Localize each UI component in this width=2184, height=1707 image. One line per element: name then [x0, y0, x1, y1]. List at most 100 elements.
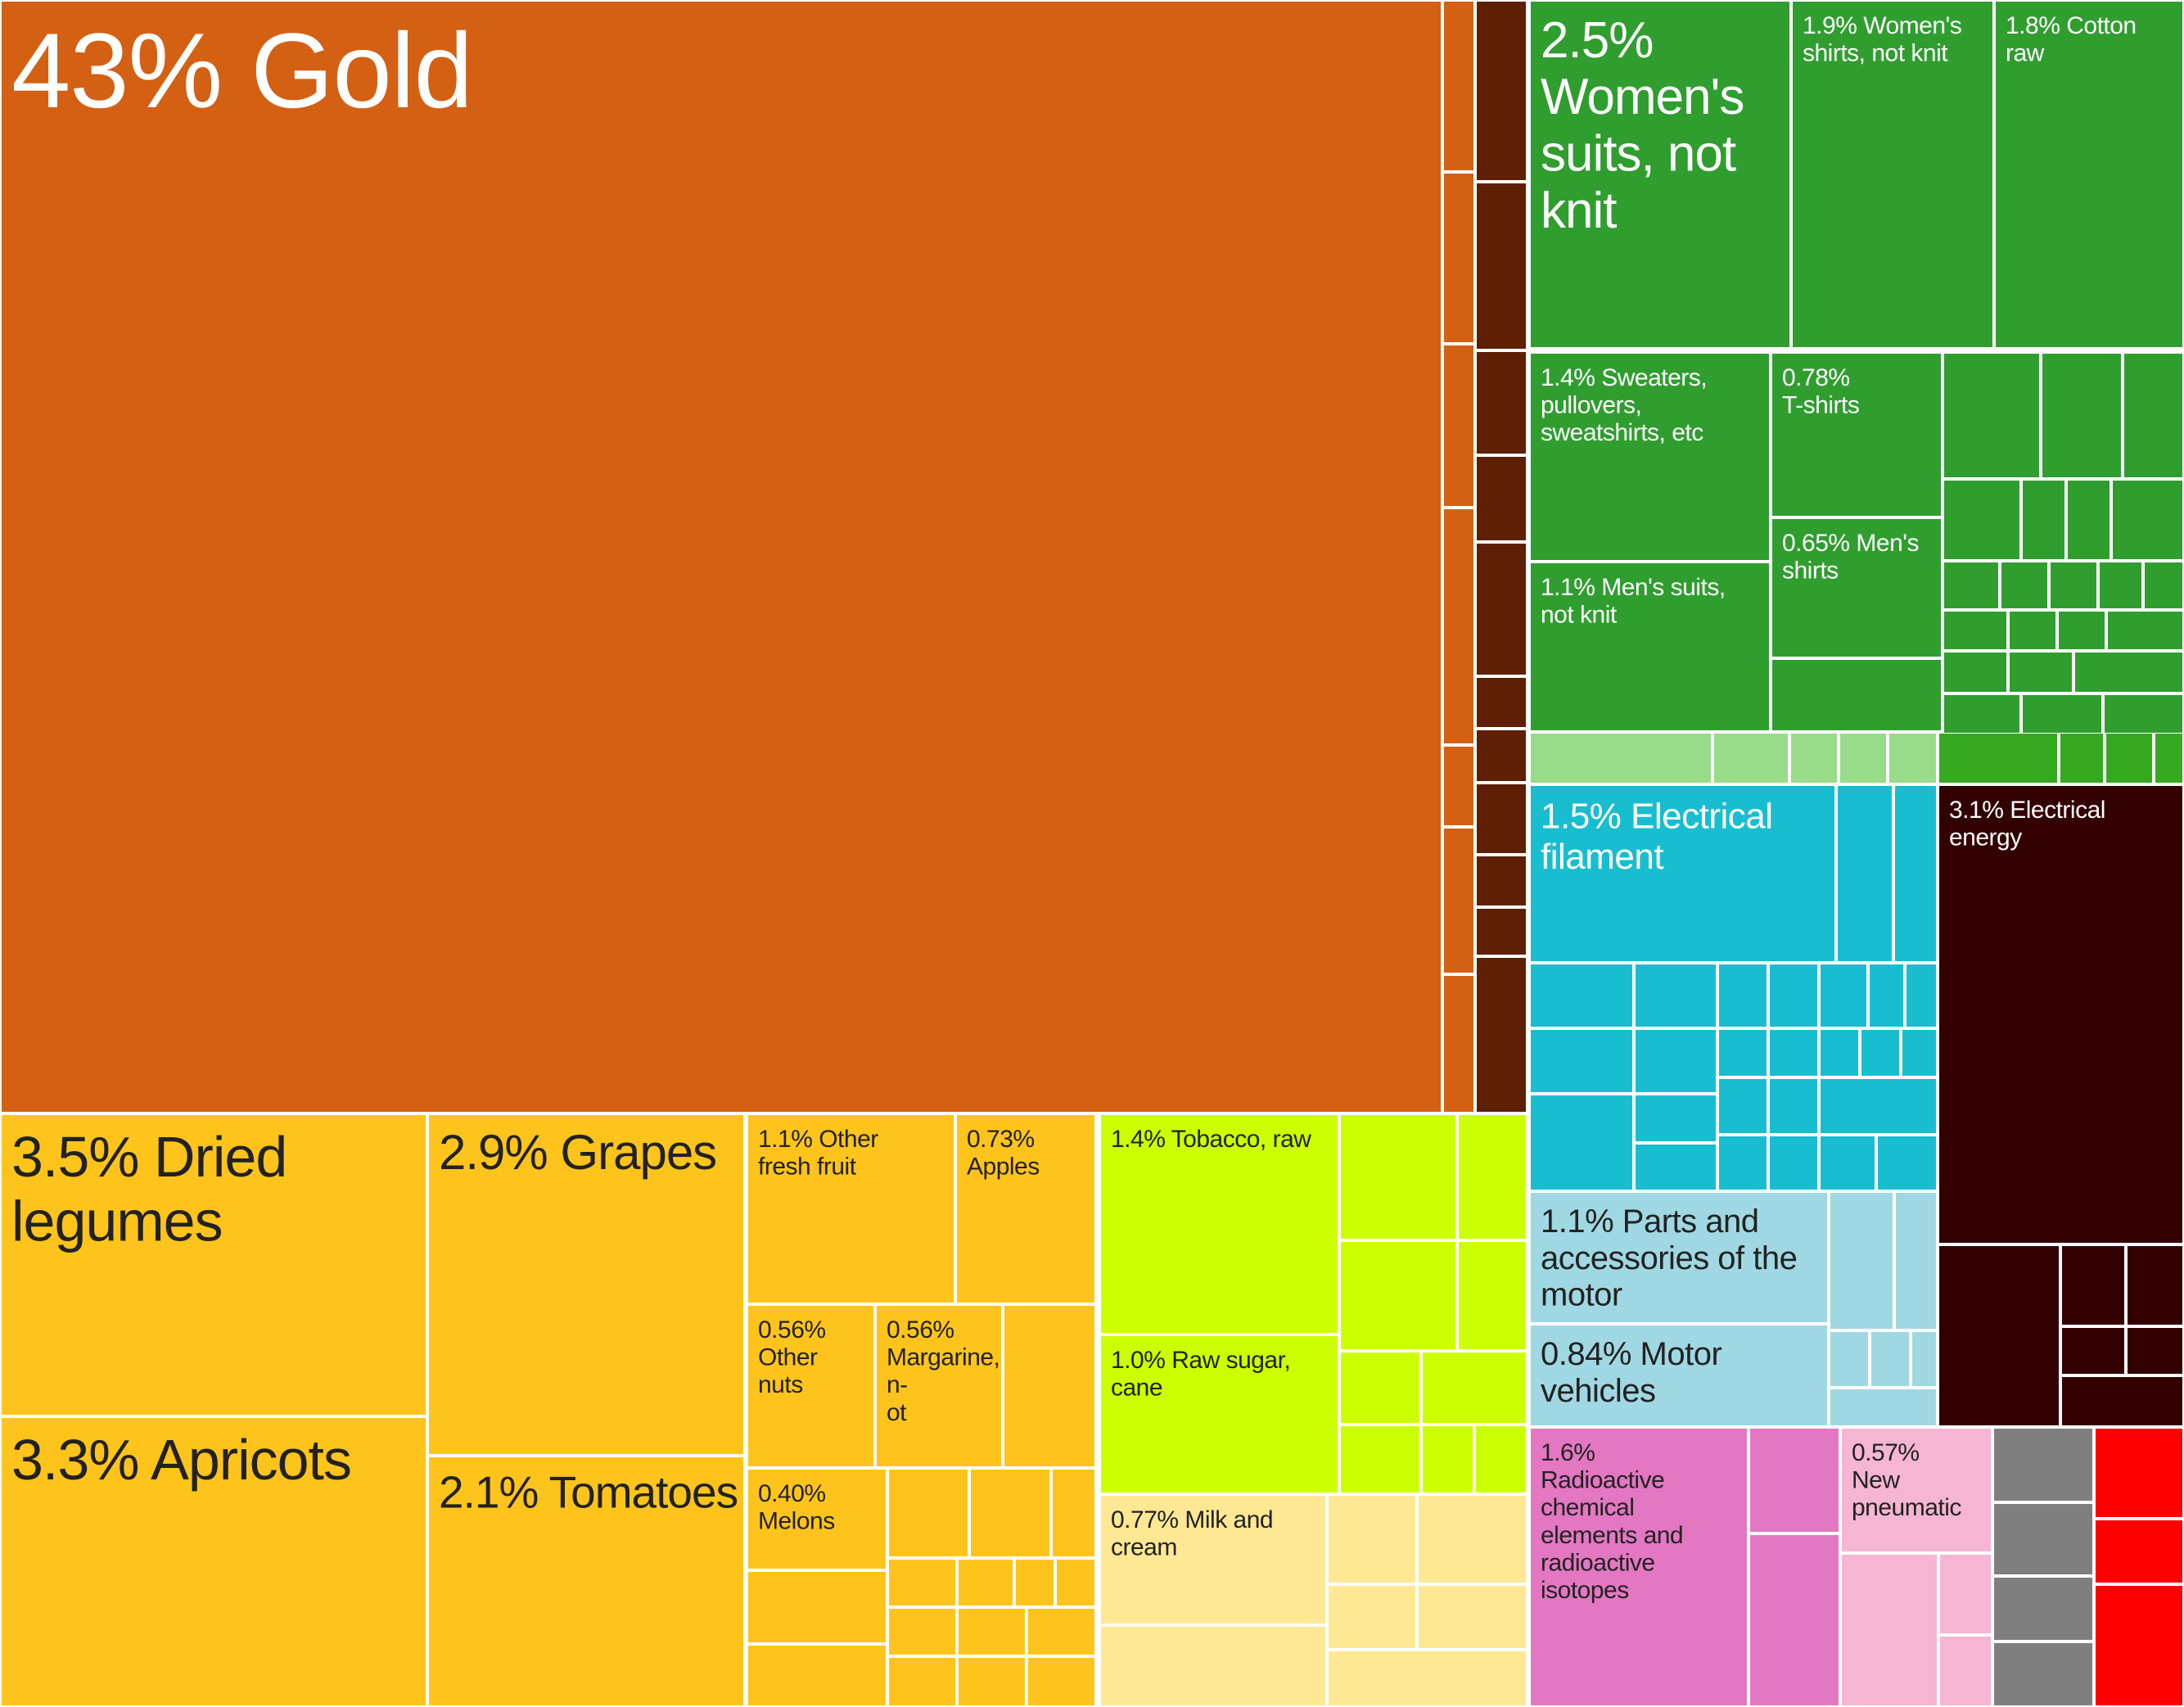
treemap-tile-darkbrown: [1477, 784, 1526, 853]
treemap-tile-fruit: [959, 1658, 1025, 1705]
treemap-tile-fruit: [1053, 1470, 1094, 1556]
treemap-tile-electrical: [1838, 786, 1892, 961]
treemap-tile-textiles: [1944, 612, 2006, 649]
treemap-tile-electrical: [1821, 1079, 1936, 1133]
treemap-tile-electrical: [1878, 1136, 1936, 1190]
tile-label: 1.8% Cotton raw: [2006, 12, 2137, 67]
treemap-tile-electrical: [1821, 1136, 1875, 1190]
treemap-tile-darkbrown: [1477, 730, 1526, 781]
treemap-tile-fruit: [2, 1115, 426, 1415]
treemap-tile-darkbrown: [1477, 2, 1526, 180]
treemap-tile-energy: [2062, 1328, 2124, 1374]
treemap-tile-electrical: [1531, 1095, 1632, 1190]
treemap-tile-textiles: [2010, 612, 2055, 649]
treemap-tile-dairy: [1419, 1496, 1526, 1583]
treemap-tile-fruit: [748, 1572, 886, 1642]
treemap-tile-electrical: [1821, 964, 1866, 1027]
treemap-tile-electrical: [1895, 786, 1936, 961]
treemap-tile-fruit: [1028, 1658, 1094, 1705]
treemap-tile-fruit: [1028, 1609, 1094, 1655]
treemap-tile-energy: [1939, 1246, 2059, 1425]
treemap-tile-fruit: [971, 1470, 1049, 1556]
tile-label: 1.5% Electrical filament: [1541, 797, 1773, 877]
treemap-tile-food: [1459, 1115, 1526, 1239]
treemap-tile-textiles: [2100, 562, 2141, 608]
treemap-tile-vehicles: [1830, 1389, 1936, 1425]
treemap-tile-gold: [1444, 976, 1473, 1112]
treemap-tile-textiles_mid: [2155, 734, 2182, 783]
treemap-tile-textiles_light: [1714, 734, 1788, 783]
treemap-tile-food: [1101, 1336, 1338, 1492]
treemap-tile-fruit: [748, 1646, 886, 1705]
treemap-tile-textiles_light: [1791, 734, 1837, 783]
treemap-tile-textiles: [1531, 354, 1769, 560]
tile-label: 0.84% Motor vehicles: [1541, 1336, 1721, 1409]
tile-label: 1.4% Tobacco, raw: [1111, 1126, 1311, 1153]
treemap-tile-textiles_light: [1889, 734, 1936, 783]
treemap-tile-gold: [1444, 2, 1473, 170]
treemap-tile-fruit: [1004, 1306, 1094, 1466]
treemap-tile-energy: [2062, 1246, 2124, 1325]
treemap-tile-textiles_mid: [1939, 734, 2057, 783]
treemap-tile-rubber: [1842, 1555, 1937, 1705]
treemap-tile-food: [1341, 1426, 1419, 1492]
treemap-tile-chemicals: [1750, 1429, 1839, 1532]
tile-label: 0.56% Other nuts: [758, 1316, 826, 1398]
treemap-tile-fruit: [748, 1306, 873, 1466]
treemap-tile-chemicals: [1531, 1429, 1747, 1705]
treemap-tile-electrical: [1531, 964, 1632, 1027]
treemap-tile-energy: [2062, 1377, 2182, 1425]
treemap-tile-food: [1459, 1242, 1526, 1349]
treemap-tile-fruit: [889, 1609, 955, 1655]
treemap-tile-food: [1423, 1353, 1526, 1423]
treemap-tile-electrical: [1770, 1079, 1817, 1133]
treemap-tile-fruit: [877, 1306, 1001, 1466]
treemap-tile-textiles: [2001, 562, 2047, 608]
tile-label: 2.5% Women's suits, not knit: [1541, 12, 1744, 239]
treemap-tile-darkbrown: [1477, 183, 1526, 349]
treemap-tile-fruit: [959, 1609, 1025, 1655]
treemap-tile-chemicals: [1750, 1535, 1839, 1705]
treemap-tile-textiles: [1772, 354, 1941, 516]
treemap-tile-textiles: [1996, 2, 2182, 347]
treemap-tile-fruit: [889, 1658, 955, 1705]
tile-label: 1.1% Parts and accessories of the motor: [1541, 1203, 1797, 1313]
treemap-tile-textiles: [2105, 695, 2182, 733]
treemap-tile-electrical: [1770, 964, 1817, 1027]
treemap-tile-darkbrown: [1477, 457, 1526, 540]
treemap-tile-gray: [1994, 1429, 2092, 1501]
treemap-tile-fruit: [1016, 1560, 1054, 1605]
treemap-tile-electrical: [1531, 1030, 1632, 1092]
tile-label: 43% Gold: [11, 11, 472, 130]
treemap-tile-textiles: [1531, 563, 1769, 730]
treemap-tile-textiles: [2108, 612, 2182, 649]
treemap-tile-red: [2096, 1520, 2182, 1583]
treemap-tile-textiles: [1944, 562, 1998, 608]
treemap-tile-darkbrown: [1477, 958, 1526, 1112]
tile-label: 1.1% Other fresh fruit: [758, 1126, 878, 1181]
treemap-tile-gray: [1994, 1643, 2092, 1705]
treemap-tile-electrical: [1861, 1030, 1899, 1076]
treemap-tile-electrical: [1636, 1145, 1716, 1190]
treemap-tile-rubber: [1940, 1637, 1991, 1705]
treemap-tile-textiles: [1944, 354, 2039, 477]
treemap-tile-gray: [1994, 1504, 2092, 1574]
treemap-tile-vehicles: [1830, 1193, 1893, 1329]
treemap-tile-textiles: [1772, 660, 1941, 730]
treemap-tile-vehicles: [1830, 1332, 1868, 1386]
treemap-tile-fruit: [748, 1470, 886, 1569]
tile-label: 1.1% Men's suits, not knit: [1541, 574, 1726, 629]
treemap-tile-textiles_mid: [2060, 734, 2103, 783]
treemap-tile-dairy: [1101, 1496, 1325, 1623]
treemap-tile-textiles: [2068, 481, 2110, 559]
tile-label: 3.3% Apricots: [11, 1428, 351, 1492]
tile-label: 0.77% Milk and cream: [1111, 1506, 1273, 1561]
treemap-tile-food: [1476, 1426, 1526, 1492]
tile-label: 0.56% Margarine, n-ot: [887, 1316, 999, 1426]
treemap-tile-fruit: [889, 1470, 968, 1556]
treemap-tile-rubber: [1940, 1555, 1991, 1633]
tile-label: 0.78% T-shirts: [1782, 364, 1859, 419]
treemap-tile-energy: [1939, 786, 2182, 1243]
treemap-tile-fruit: [748, 1115, 954, 1303]
